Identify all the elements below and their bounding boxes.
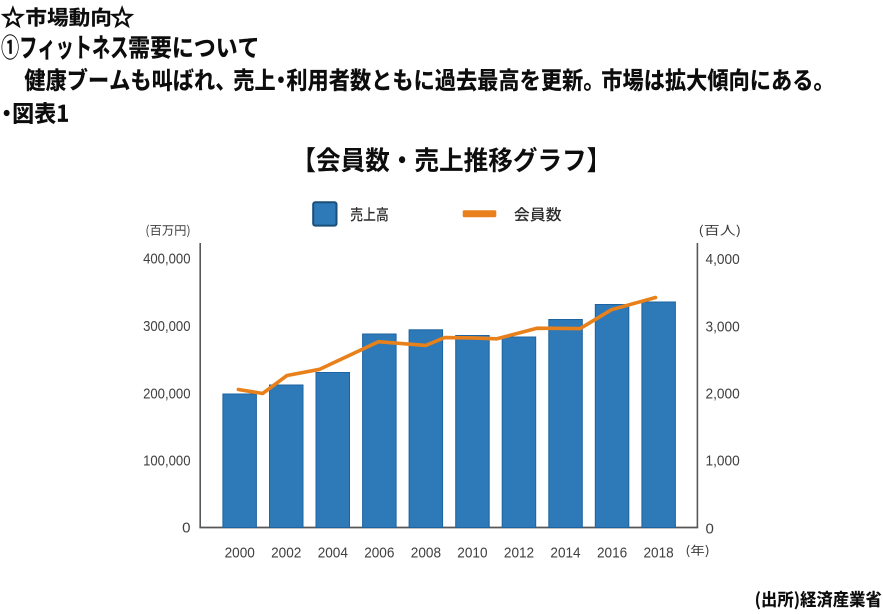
svg-text:100,000: 100,000 (143, 453, 190, 470)
svg-text:300,000: 300,000 (143, 318, 190, 335)
svg-text:400,000: 400,000 (143, 251, 190, 268)
svg-text:2016: 2016 (597, 545, 627, 562)
svg-text:2010: 2010 (457, 545, 487, 562)
svg-text:2012: 2012 (504, 545, 534, 562)
svg-text:2014: 2014 (550, 545, 580, 562)
svg-text:2004: 2004 (318, 545, 348, 562)
svg-text:2002: 2002 (271, 545, 301, 562)
svg-text:1,000: 1,000 (706, 453, 740, 470)
svg-text:2008: 2008 (411, 545, 441, 562)
svg-text:200,000: 200,000 (143, 385, 190, 402)
svg-text:3,000: 3,000 (706, 318, 740, 335)
svg-text:0: 0 (182, 519, 190, 536)
svg-text:0: 0 (706, 520, 714, 537)
svg-text:2000: 2000 (225, 545, 255, 562)
svg-text:2006: 2006 (364, 545, 394, 562)
svg-text:4,000: 4,000 (706, 251, 740, 268)
svg-text:2018: 2018 (644, 545, 674, 562)
svg-text:2,000: 2,000 (706, 386, 740, 403)
